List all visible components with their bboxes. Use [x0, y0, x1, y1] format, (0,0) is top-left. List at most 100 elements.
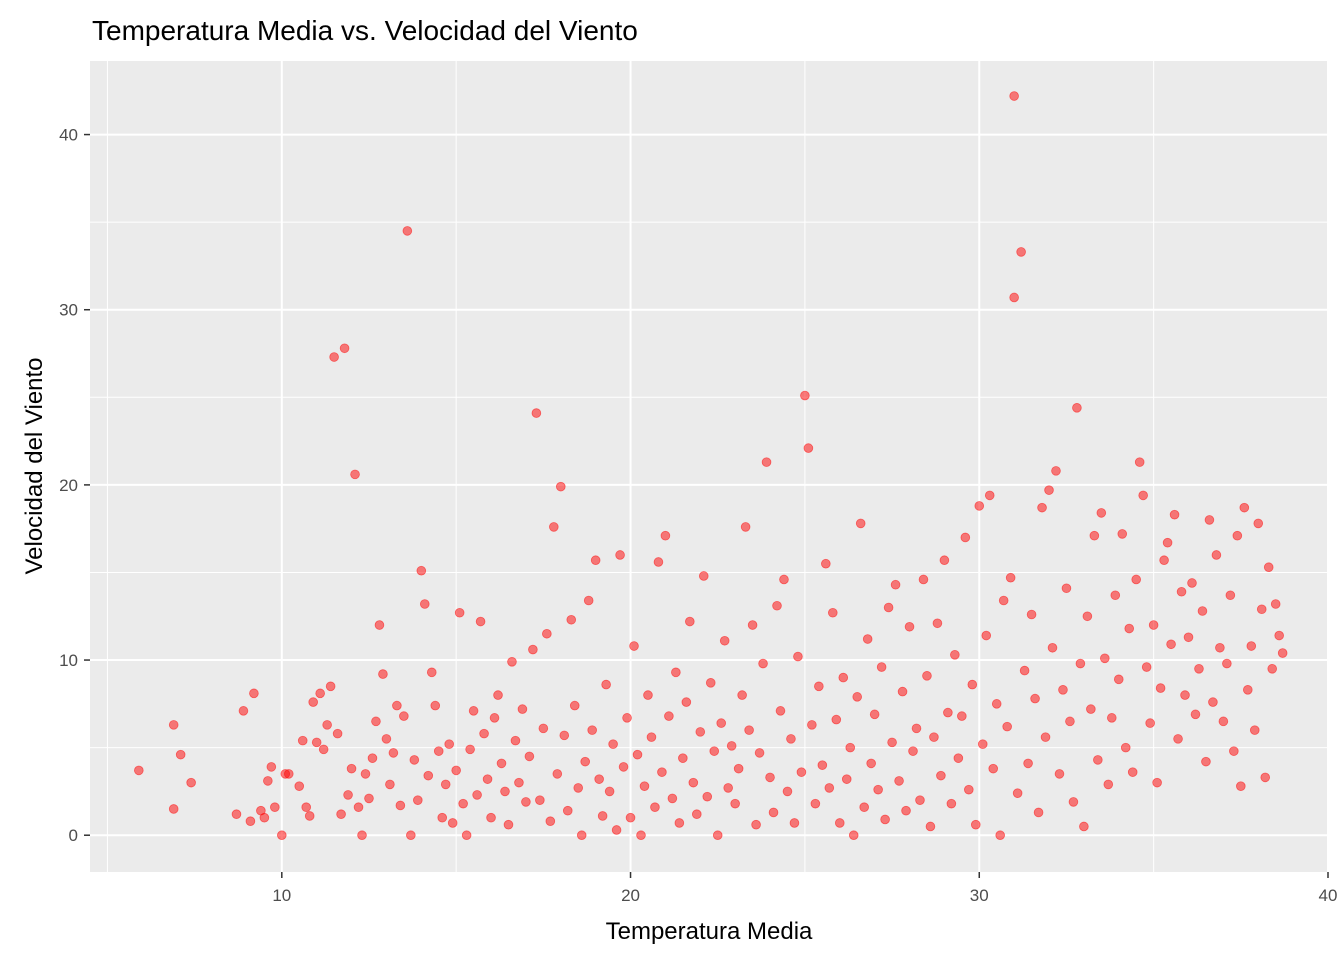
data-point: [343, 790, 353, 800]
data-point: [1009, 292, 1019, 303]
data-point: [810, 798, 821, 809]
data-point: [702, 791, 713, 802]
data-point: [807, 720, 817, 730]
data-point: [416, 565, 427, 576]
data-point: [1016, 247, 1026, 257]
y-tick-label: 0: [69, 826, 78, 845]
data-point: [1138, 490, 1148, 501]
data-point: [500, 786, 510, 797]
data-point: [475, 616, 486, 627]
data-point: [618, 762, 629, 772]
data-point: [249, 688, 259, 699]
data-point: [779, 574, 789, 585]
data-point: [1159, 555, 1169, 566]
data-point: [1012, 788, 1023, 798]
data-point: [1152, 777, 1162, 788]
data-point: [1162, 537, 1173, 548]
data-point: [1072, 403, 1082, 413]
data-point: [496, 758, 507, 769]
data-point: [939, 555, 950, 566]
data-point: [1065, 716, 1075, 727]
data-point: [876, 662, 887, 672]
data-point: [311, 737, 322, 748]
data-point: [468, 706, 479, 716]
data-point: [266, 762, 277, 772]
data-point: [601, 679, 611, 690]
data-point: [304, 811, 315, 821]
data-point: [831, 714, 842, 725]
data-point: [1148, 620, 1159, 630]
data-point: [1208, 697, 1218, 707]
data-point: [283, 769, 294, 779]
data-point: [1270, 599, 1281, 609]
data-point: [841, 774, 852, 784]
data-point: [967, 679, 978, 690]
x-tick-label: 20: [621, 886, 640, 905]
data-point: [685, 616, 695, 627]
data-point: [493, 690, 503, 700]
data-point: [597, 811, 608, 821]
data-point: [409, 755, 420, 765]
data-point: [1082, 611, 1093, 622]
data-point: [712, 830, 723, 841]
data-point: [1274, 630, 1284, 641]
data-point: [339, 343, 350, 354]
data-point: [346, 763, 357, 774]
data-point: [650, 802, 660, 812]
data-point: [1089, 530, 1100, 541]
data-point: [1023, 758, 1033, 769]
data-point: [1166, 639, 1176, 650]
data-point: [1047, 642, 1058, 653]
data-point: [862, 634, 873, 644]
data-point: [1100, 653, 1110, 664]
data-point: [580, 756, 590, 767]
data-point: [535, 795, 545, 805]
data-point: [1079, 821, 1089, 832]
data-point: [1044, 485, 1054, 495]
data-point: [388, 748, 399, 758]
data-point: [576, 830, 587, 841]
data-point: [231, 809, 242, 819]
data-point: [974, 501, 985, 511]
data-point: [555, 481, 566, 492]
data-point: [406, 830, 416, 841]
data-point: [1232, 530, 1243, 541]
data-point: [671, 667, 681, 678]
data-point: [479, 728, 489, 739]
data-point: [604, 786, 615, 797]
data-points: [134, 91, 1288, 841]
data-point: [639, 781, 650, 791]
data-point: [1005, 572, 1016, 583]
data-point: [1197, 606, 1208, 616]
data-point: [1173, 734, 1183, 744]
data-point: [419, 599, 430, 609]
data-point: [360, 769, 371, 779]
data-point: [775, 706, 786, 716]
data-point: [751, 819, 761, 830]
data-point: [517, 704, 528, 714]
data-point: [929, 732, 939, 742]
data-point: [566, 614, 577, 625]
data-point: [646, 732, 657, 742]
data-point: [378, 669, 388, 679]
data-point: [1110, 590, 1121, 601]
data-point: [1002, 721, 1012, 732]
data-point: [245, 816, 256, 827]
data-point: [1117, 529, 1128, 539]
data-point: [845, 742, 856, 753]
grid-lines: [90, 61, 1329, 872]
data-point: [350, 469, 360, 480]
data-point: [168, 720, 179, 730]
data-point: [521, 797, 531, 807]
data-point: [1201, 756, 1211, 767]
data-point: [709, 746, 720, 756]
data-point: [1218, 716, 1229, 727]
data-point: [796, 767, 807, 777]
data-point: [1225, 590, 1236, 601]
data-point: [705, 678, 716, 688]
data-point: [936, 770, 946, 781]
data-point: [688, 777, 699, 788]
data-point: [904, 621, 915, 632]
data-point: [918, 574, 929, 585]
